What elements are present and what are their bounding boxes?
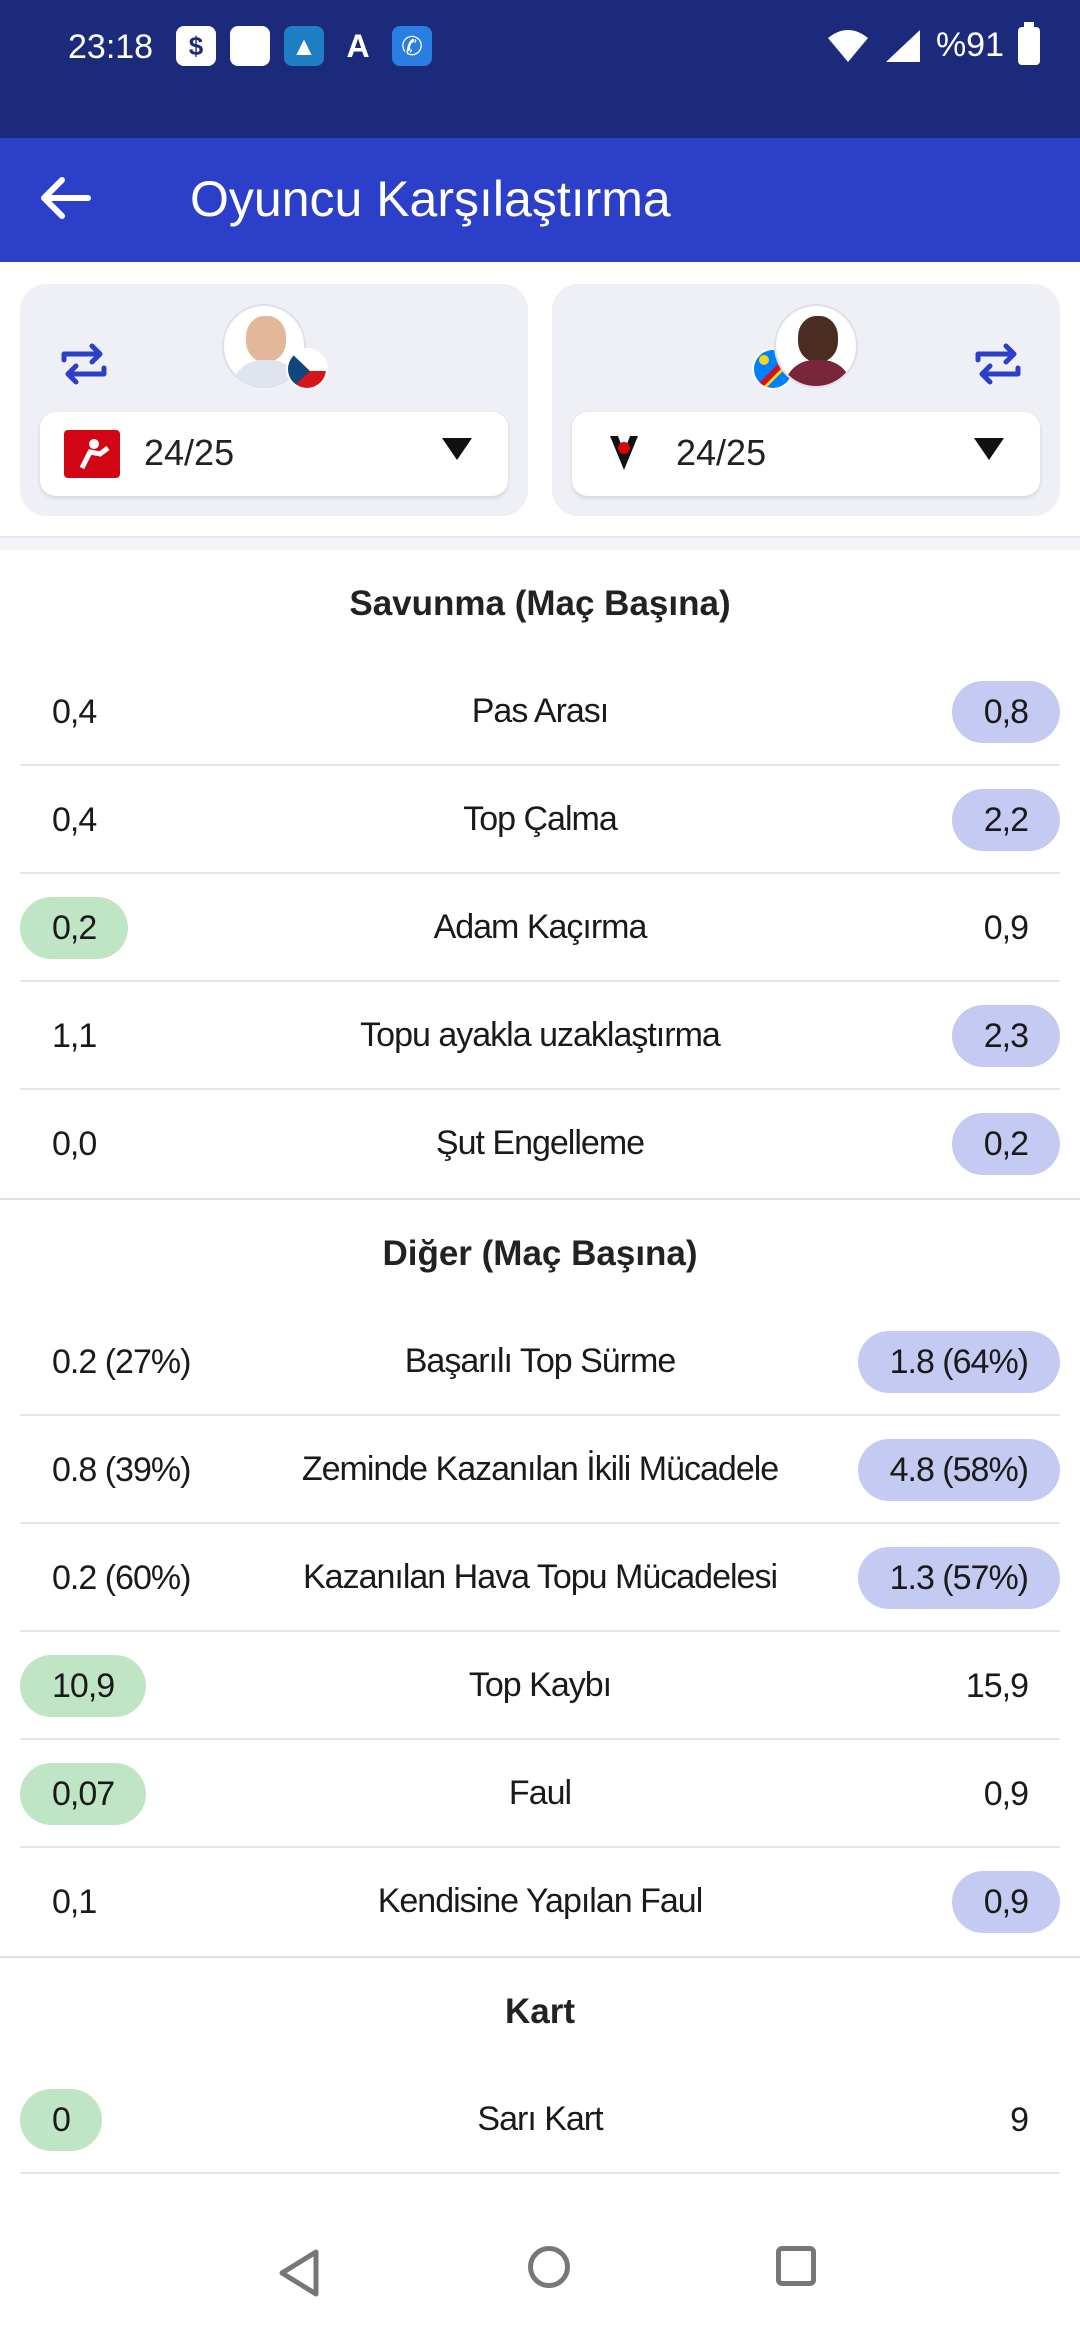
- wifi-icon: [827, 29, 868, 62]
- status-right: %91: [826, 21, 1040, 65]
- left-value: 0,1: [52, 1883, 97, 1921]
- section-divider: [0, 1198, 1080, 1200]
- phone-app-icon: ✆: [392, 26, 432, 66]
- right-value: 1.8 (64%): [857, 1331, 1060, 1393]
- a-app-icon: A: [346, 27, 370, 64]
- swap-icon[interactable]: [56, 336, 112, 392]
- left-value: 0,07: [20, 1763, 147, 1825]
- white-square-app-icon: [230, 26, 270, 66]
- right-value: 4.8 (58%): [857, 1439, 1060, 1501]
- stat-row: 0,07 Faul 0,9: [20, 1740, 1060, 1848]
- stat-row: 0 Sarı Kart 9: [20, 2066, 1060, 2174]
- stat-row: 0.8 (39%) Zeminde Kazanılan İkili Mücade…: [20, 1416, 1060, 1524]
- right-value: 9: [1010, 2101, 1029, 2139]
- player-card-right: 24/25: [552, 284, 1060, 516]
- app-bar: Oyuncu Karşılaştırma: [0, 138, 1080, 262]
- chevron-down-icon: [442, 438, 472, 460]
- right-value: 15,9: [965, 1667, 1029, 1705]
- status-bar: 23:18 $ ▲ A ✆ %91: [0, 0, 1080, 138]
- stat-label: Zeminde Kazanılan İkili Mücadele: [301, 1450, 779, 1488]
- dollar-app-icon: $: [176, 26, 216, 66]
- right-value: 2,2: [951, 789, 1060, 851]
- stat-label: Topu ayakla uzaklaştırma: [360, 1016, 721, 1054]
- nav-recents-icon[interactable]: [776, 2246, 816, 2286]
- stat-label: Top Kaybı: [468, 1666, 612, 1704]
- nav-back-icon[interactable]: [276, 2248, 324, 2298]
- stat-row: 0 Sarı-Kırmızı Kart 0: [20, 2174, 1060, 2210]
- section-divider: [0, 1956, 1080, 1958]
- stat-label: Kendisine Yapılan Faul: [377, 1882, 704, 1920]
- signal-icon: [885, 29, 920, 62]
- stat-label: Başarılı Top Sürme: [404, 1342, 677, 1380]
- stat-row: 1,1 Topu ayakla uzaklaştırma 2,3: [20, 982, 1060, 1090]
- stat-label: Sarı-Kırmızı Kart: [20, 2174, 1060, 2210]
- right-value: 0,9: [983, 1775, 1029, 1813]
- stat-label: Adam Kaçırma: [433, 908, 648, 946]
- stat-row: 0,4 Pas Arası 0,8: [20, 658, 1060, 766]
- arrow-left-icon: [41, 177, 91, 219]
- system-nav-bar: [0, 2210, 1080, 2340]
- stat-row: 0.2 (27%) Başarılı Top Sürme 1.8 (64%): [20, 1308, 1060, 1416]
- section-title: Savunma (Maç Başına): [349, 584, 731, 623]
- right-value: 1.3 (57%): [857, 1547, 1060, 1609]
- battery-icon: [1018, 21, 1040, 65]
- right-value: 0,2: [951, 1113, 1060, 1175]
- player-avatar-left[interactable]: [222, 304, 306, 388]
- header-divider: [0, 536, 1080, 550]
- arc-app-icon: ▲: [284, 26, 324, 66]
- left-value: 0: [20, 2089, 102, 2151]
- notification-icons: $ ▲ A ✆: [176, 26, 432, 66]
- left-value: 10,9: [20, 1655, 147, 1717]
- stat-row: 0.2 (60%) Kazanılan Hava Topu Mücadelesi…: [20, 1524, 1060, 1632]
- back-button[interactable]: [36, 168, 106, 232]
- season-value-right: 24/25: [676, 432, 767, 473]
- stat-row: 0,0 Şut Engelleme 0,2: [20, 1090, 1060, 1198]
- left-value: 0,4: [52, 693, 97, 731]
- chevron-down-icon: [974, 438, 1004, 460]
- club-logo-icon: [610, 436, 638, 470]
- stat-label: Top Çalma: [463, 800, 618, 838]
- left-value: 0,0: [52, 1125, 97, 1163]
- season-value-left: 24/25: [144, 432, 235, 473]
- battery-percent: %91: [935, 26, 1004, 64]
- stat-label: Şut Engelleme: [435, 1124, 645, 1162]
- stat-label: Faul: [508, 1774, 572, 1812]
- left-value: 0,2: [20, 897, 129, 959]
- bundesliga-logo-icon: [64, 430, 120, 478]
- season-select-right[interactable]: 24/25: [572, 412, 1040, 496]
- left-value: 0.2 (27%): [52, 1343, 191, 1381]
- czech-flag-icon: [286, 348, 328, 390]
- swap-icon[interactable]: [970, 336, 1026, 392]
- page-title: Oyuncu Karşılaştırma: [190, 171, 671, 227]
- right-value: 0,9: [983, 909, 1029, 947]
- stat-label: Sarı Kart: [477, 2100, 603, 2138]
- stat-row: 0,4 Top Çalma 2,2: [20, 766, 1060, 874]
- stats-list: Savunma (Maç Başına) 0,4 Pas Arası 0,8 0…: [0, 550, 1080, 2210]
- left-value: 0.8 (39%): [52, 1451, 191, 1489]
- right-value: 0,9: [951, 1871, 1060, 1933]
- nav-home-icon[interactable]: [528, 2246, 570, 2288]
- stat-label: Pas Arası: [471, 692, 610, 730]
- right-value: 2,3: [951, 1005, 1060, 1067]
- season-select-left[interactable]: 24/25: [40, 412, 508, 496]
- section-title: Diğer (Maç Başına): [382, 1234, 698, 1273]
- player-avatar-right[interactable]: [774, 304, 858, 388]
- stat-row: 10,9 Top Kaybı 15,9: [20, 1632, 1060, 1740]
- right-value: 0,8: [951, 681, 1060, 743]
- left-value: 1,1: [52, 1017, 97, 1055]
- player-card-left: 24/25: [20, 284, 528, 516]
- section-title: Kart: [504, 1992, 576, 2031]
- left-value: 0.2 (60%): [52, 1559, 191, 1597]
- right-value: 0: [978, 2197, 1060, 2210]
- stat-row: 0,2 Adam Kaçırma 0,9: [20, 874, 1060, 982]
- status-time: 23:18: [68, 28, 154, 66]
- left-value: 0: [20, 2197, 102, 2210]
- left-value: 0,4: [52, 801, 97, 839]
- stat-label: Kazanılan Hava Topu Mücadelesi: [302, 1558, 778, 1596]
- player-compare-header: 24/25 24/25: [0, 262, 1080, 542]
- stat-row: 0,1 Kendisine Yapılan Faul 0,9: [20, 1848, 1060, 1956]
